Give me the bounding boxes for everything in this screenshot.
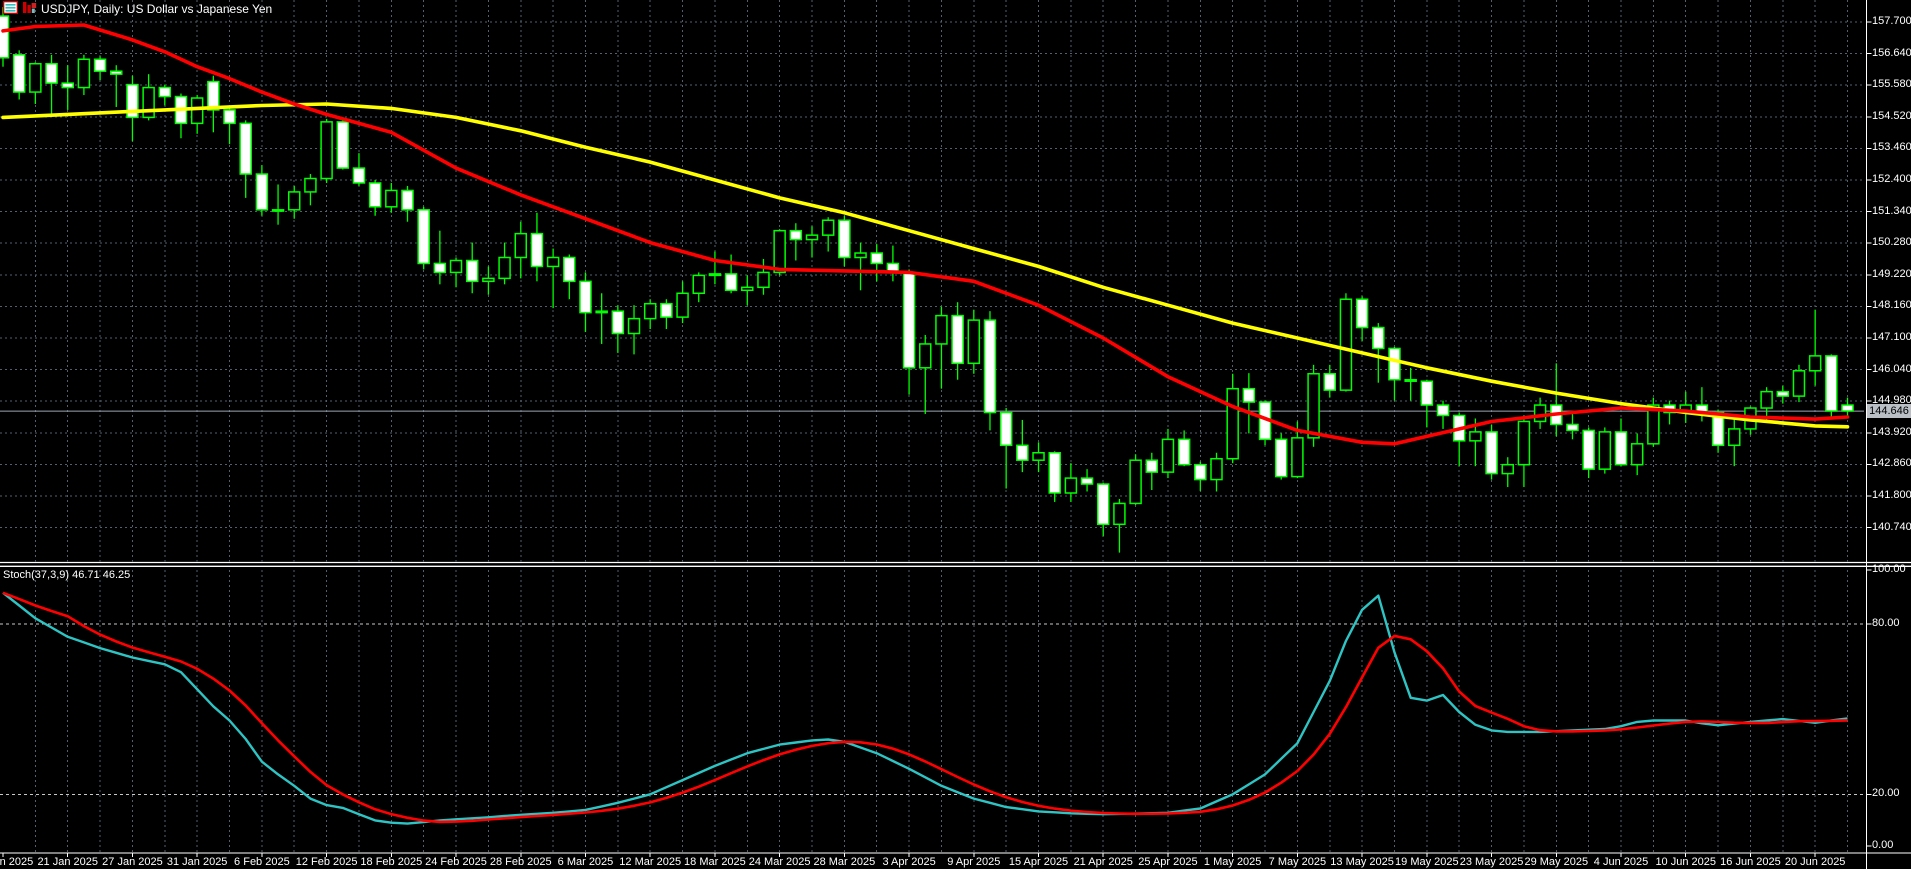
current-price-tag: 144.646 — [1867, 404, 1911, 419]
stoch-k-value: 46.71 — [72, 569, 100, 581]
ma-slow-line — [1, 102, 1850, 429]
stoch-d-line — [2, 591, 1848, 824]
chart-titlebar: USDJPY, Daily: US Dollar vs Japanese Yen — [2, 0, 273, 17]
chart-title: USDJPY, Daily: US Dollar vs Japanese Yen — [41, 2, 273, 16]
ohlc-window-icon — [2, 0, 19, 17]
candles-layer — [0, 7, 1854, 553]
grid-layer — [0, 0, 1864, 852]
stochastic-indicator-label: Stoch(37,3,9) 46.71 46.25 — [3, 569, 130, 581]
pane-separator[interactable] — [0, 561, 1911, 568]
ma-fast-line — [1, 23, 1850, 446]
stoch-k-line — [2, 591, 1848, 825]
stoch-name: Stoch(37,3,9) — [3, 569, 70, 581]
stoch-d-value: 46.25 — [102, 569, 131, 581]
bar-chart-icon — [22, 1, 37, 17]
